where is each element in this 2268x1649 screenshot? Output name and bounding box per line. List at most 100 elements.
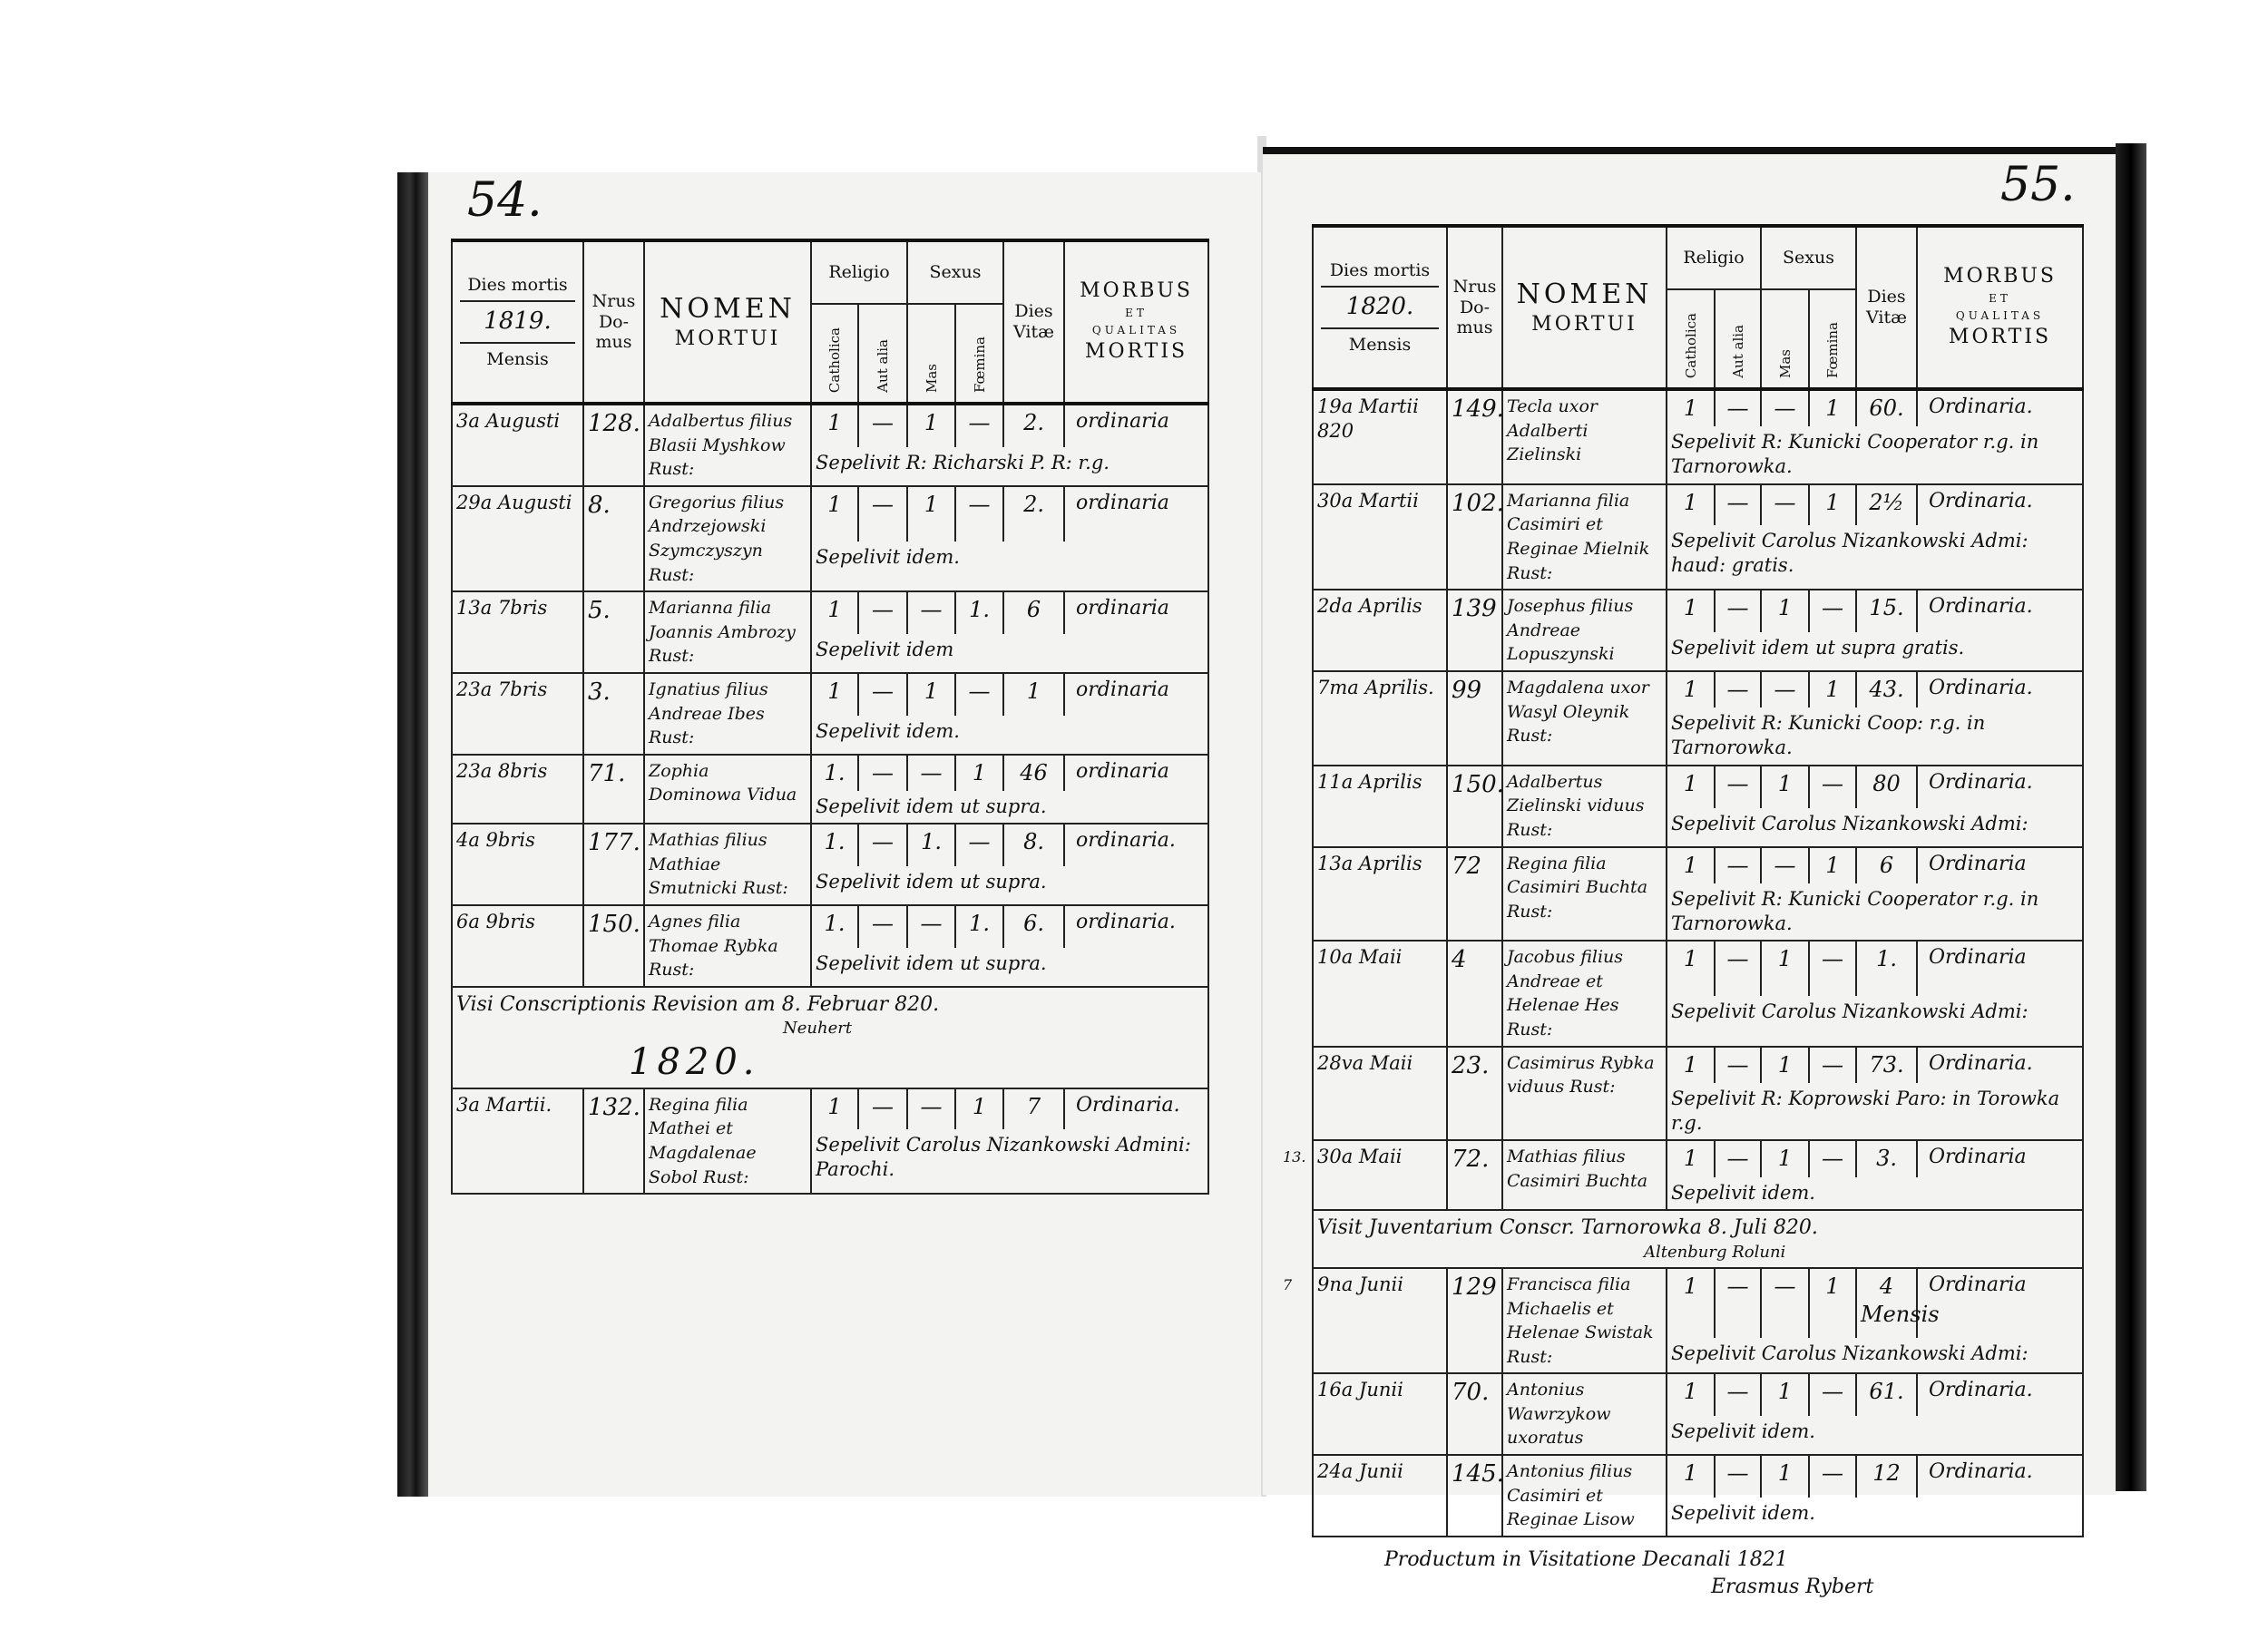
entry-note-row: Sepelivit Carolus Nizankowski Admi: [1313,807,2085,848]
entry-date: 24a Junii [1317,1460,1403,1483]
entry-mas-cell: — [906,1087,957,1129]
entry-foemina: 1 [1825,395,1840,421]
entry-house-number: 71. [588,759,626,787]
register-table: Dies mortis 1820. Mensis Nrus Do- mus NOMEN MO… [1283,224,2085,1537]
entry-aut-alia: — [1726,1379,1749,1405]
header-dies-vitae-cell: Dies Vitæ [1855,224,1919,391]
entry-aut-alia: — [872,1093,894,1119]
entry-dies-vitae-cell: 7 [1002,1087,1066,1129]
entry-date: 28va Maii [1317,1051,1413,1074]
entry-foemina-cell: — [1808,1045,1858,1083]
entry-foemina: 1 [972,1093,987,1119]
entry-mas-cell: — [1760,1266,1811,1339]
page-gutter [1257,136,1266,1497]
entry-row: 24a Junii 145. Antonius filius Casimiri et… [1312,1454,2085,1537]
entry-date: 30a Martii [1317,489,1419,512]
entry-aut-alia-cell: — [856,1087,909,1129]
entry-catholica-cell: 1 [1666,1266,1716,1339]
entry-aut-alia: — [1726,852,1749,878]
entry-morbus-cell: ordinaria [1063,484,1210,542]
entry-catholica: 1 [1683,595,1698,621]
entry-date-cell: 10a Maii [1312,940,1448,1048]
entry-dies-vitae: 60. [1869,395,1904,421]
entry-date-cell: 13a Aprilis [1312,845,1448,942]
entry-catholica: 1 [827,678,842,704]
entry-foemina-cell: — [1808,1454,1858,1498]
entry-foemina-cell: 1 [954,753,1005,791]
entry-catholica: 1. [824,910,846,936]
entry-note-row: Sepelivit Carolus Nizankowski Admi: [1313,996,2085,1048]
annotation-cell: Visit Juventarium Conscr. Tarnorowka 8. … [1311,1208,2085,1269]
header-nomen-cell: NOMEN MORTUI [1501,224,1667,391]
entry-foemina: 1. [969,597,990,623]
entry-note-row: Sepelivit R: Kunicki Coop: r.g. in Tarno… [1313,707,2085,766]
header-aut-alia-cell: Aut alia [1713,288,1763,391]
entry-burial-note: Sepelivit Carolus Nizankowski Admi: [1671,812,2028,834]
entry-dies-vitae-cell: 61. [1855,1372,1919,1417]
entry-burial-note: Sepelivit Carolus Nizankowski Admi: haud… [1671,529,2028,577]
header-nomen: NOMEN [1516,278,1653,311]
entry-morbus-cell: Ordinaria. [1916,483,2085,525]
entry-morbus-cell: Ordinaria. [1916,669,2085,708]
entry-row: 6a 9bris 150. Agnes filia Thomae Rybka Rus… [451,903,1210,988]
entry-house-number: 8. [588,491,611,519]
entry-foemina: — [1822,595,1844,621]
header-dies-vitae: Dies Vitæ [1866,287,1907,327]
entry-date-cell: 11a Aprilis [1312,764,1448,848]
entry-date: 23a 7bris [456,678,548,700]
entry-morbus-cell: Ordinaria [1916,1266,2085,1339]
entry-burial-note: Sepelivit R: Koprowski Paro: in Torowka … [1671,1087,2060,1135]
entry-catholica-cell: 1 [1666,589,1716,633]
entry-morbus-cell: Ordinaria. [1916,1454,2085,1498]
entry-catholica-cell: 1 [1666,1372,1716,1417]
header-domus: Do- mus [595,311,632,353]
entry-catholica: 1 [1683,1051,1698,1078]
entry-catholica-cell: 1 [1666,387,1716,427]
entry-house-number: 70. [1452,1379,1490,1407]
entry-row: 3a Augusti 128. Adalbertus filius Blasii M… [451,402,1210,487]
entry-burial-note: Sepelivit R: Kunicki Coop: r.g. in Tarno… [1671,712,1986,759]
header-subrow: Catholica Aut alia Mas Fœmina [452,303,1208,405]
entry-catholica-cell: 1 [1666,845,1716,883]
entry-dies-vitae: 2. [1023,410,1044,435]
header-nrus-domus-cell: Nrus Do- mus [582,239,645,405]
entry-mas-cell: — [1760,387,1811,427]
header-mensis: Mensis [486,348,549,369]
entry-note-cell: Sepelivit idem. [1665,1176,2085,1211]
entry-house-cell: 5. [582,590,645,674]
entry-aut-alia-cell: — [856,590,909,635]
entry-note-row: Sepelivit idem ut supra gratis. [1313,632,2085,672]
entry-burial-note: Sepelivit idem ut supra. [816,795,1047,817]
entry-mas: 1 [1777,946,1793,972]
entry-dies-vitae-cell: 15. [1855,589,1919,633]
entry-foemina: 1 [1825,852,1840,878]
entry-date: 11a Aprilis [1317,770,1422,793]
entry-catholica: 1 [1683,1460,1698,1487]
entry-foemina: 1 [1825,489,1840,515]
entry-dies-vitae-cell: 6 [1855,845,1919,883]
entry-mas-cell: 1 [906,402,957,448]
entry-name-cell: Josephus filius Andreae Lopuszynski [1501,589,1667,672]
entry-burial-note: Sepelivit R: Richarski P. R: r.g. [816,452,1110,474]
entry-dies-vitae-cell: 43. [1855,669,1919,708]
entry-date: 9na Junii [1317,1273,1403,1295]
header-subrow: Catholica Aut alia Mas Fœmina [1313,288,2083,391]
entry-foemina: 1 [972,759,987,785]
entry-name: Magdalena uxor Wasyl Oleynik Rust: [1507,677,1649,746]
entry-foemina: — [1822,946,1844,972]
entry-foemina-cell: — [1808,940,1858,997]
entry-name: Josephus filius Andreae Lopuszynski [1507,596,1634,665]
entry-morbus: Ordinaria. [1929,676,2033,699]
entry-date-cell: 30a Martii [1312,483,1448,591]
entry-house-cell: 72 [1446,845,1503,942]
entry-house-number: 99 [1452,676,1482,704]
entry-morbus: Ordinaria. [1929,595,2033,619]
entry-morbus: ordinaria [1076,410,1169,433]
table-header: Dies mortis 1819. Mensis Nrus Do- mus NOMEN MO… [451,239,1210,405]
entry-dies-vitae: 6 [1026,597,1041,623]
entry-house-cell: 72. [1446,1139,1503,1211]
entry-note-row: Sepelivit idem ut supra. [452,790,1210,825]
entry-aut-alia-cell: — [1713,1266,1763,1339]
page-number: 54. [467,173,543,228]
entry-catholica: 1 [1683,395,1698,421]
